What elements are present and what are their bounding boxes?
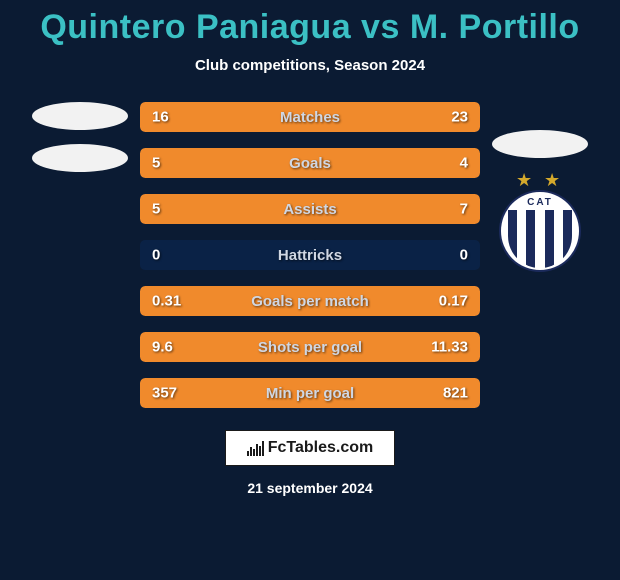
- comparison-card: Quintero Paniagua vs M. Portillo Club co…: [0, 0, 620, 580]
- stat-value-right: 11.33: [431, 339, 468, 356]
- stat-value-left: 16: [152, 109, 169, 126]
- stats-area: 16 23 Matches 5 4 Goals 5 7 Assists 0 0 Hattricks 0.…: [0, 102, 620, 408]
- stat-value-left: 5: [152, 201, 160, 218]
- left-badge-2: [32, 144, 128, 172]
- stat-row: 5 7 Assists: [140, 194, 480, 224]
- stat-value-left: 5: [152, 155, 160, 172]
- stat-fill-left: [140, 194, 283, 224]
- stat-label: Shots per goal: [258, 339, 362, 356]
- stat-row: 0 0 Hattricks: [140, 240, 480, 270]
- stat-label: Matches: [280, 109, 340, 126]
- stat-label: Goals: [289, 155, 331, 172]
- crest-star-icon: ★: [544, 170, 560, 191]
- club-crest: ★ ★ CAT: [490, 172, 590, 272]
- footer-logo-text: FcTables.com: [268, 439, 374, 457]
- footer-logo: FcTables.com: [225, 430, 395, 466]
- crest-text: CAT: [527, 197, 553, 208]
- left-badge-1: [32, 102, 128, 130]
- stat-row: 16 23 Matches: [140, 102, 480, 132]
- stat-value-right: 7: [460, 201, 468, 218]
- crest-star-icon: ★: [516, 170, 532, 191]
- stat-value-left: 9.6: [152, 339, 173, 356]
- footer-date: 21 september 2024: [247, 480, 372, 496]
- crest-shield: CAT: [499, 190, 581, 272]
- left-player-badges: [20, 102, 140, 408]
- stat-label: Assists: [283, 201, 336, 218]
- stat-label: Min per goal: [266, 385, 354, 402]
- stat-row: 9.6 11.33 Shots per goal: [140, 332, 480, 362]
- stat-value-right: 821: [443, 385, 468, 402]
- stat-row: 357 821 Min per goal: [140, 378, 480, 408]
- stat-value-left: 357: [152, 385, 177, 402]
- stats-column: 16 23 Matches 5 4 Goals 5 7 Assists 0 0 Hattricks 0.…: [140, 102, 480, 408]
- subtitle: Club competitions, Season 2024: [195, 57, 425, 74]
- crest-stripes: [508, 210, 572, 268]
- right-badge-1: [492, 130, 588, 158]
- stat-value-right: 0: [460, 247, 468, 264]
- stat-label: Hattricks: [278, 247, 342, 264]
- stat-value-right: 0.17: [439, 293, 468, 310]
- stat-label: Goals per match: [251, 293, 369, 310]
- stat-value-right: 4: [460, 155, 468, 172]
- page-title: Quintero Paniagua vs M. Portillo: [40, 8, 579, 47]
- stat-fill-right: [330, 148, 480, 178]
- right-player-badges: ★ ★ CAT: [480, 102, 600, 408]
- stat-value-left: 0.31: [152, 293, 181, 310]
- stat-value-left: 0: [152, 247, 160, 264]
- footer-logo-chart-icon: [247, 440, 264, 456]
- stat-row: 5 4 Goals: [140, 148, 480, 178]
- stat-row: 0.31 0.17 Goals per match: [140, 286, 480, 316]
- stat-value-right: 23: [451, 109, 468, 126]
